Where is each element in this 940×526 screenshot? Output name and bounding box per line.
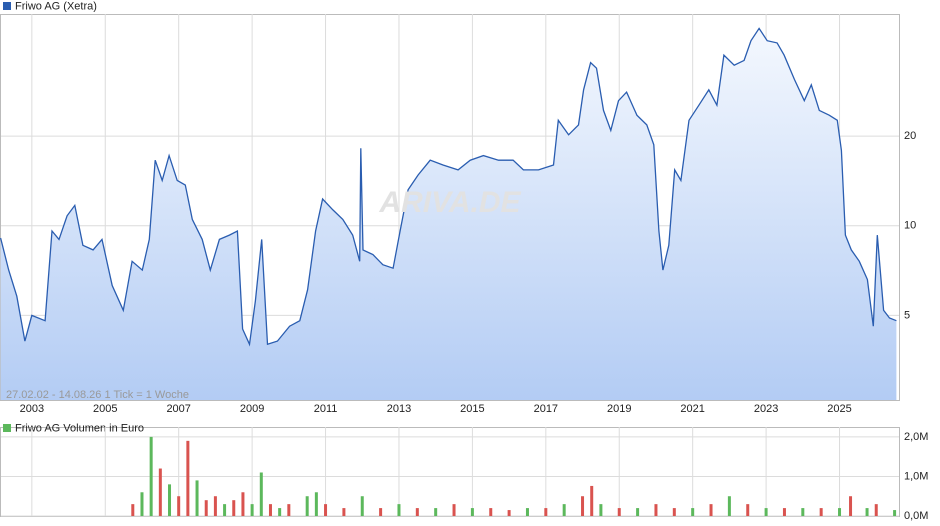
- volume-bar: [186, 440, 190, 516]
- volume-bar: [672, 508, 676, 516]
- volume-bar: [131, 504, 135, 516]
- volume-bar: [434, 508, 438, 516]
- volume-bar: [213, 496, 217, 516]
- volume-bar: [636, 508, 640, 516]
- volume-bar: [204, 500, 208, 516]
- x-tick-label: 2015: [460, 403, 484, 415]
- y-tick-label: 5: [904, 309, 910, 321]
- volume-bar: [342, 508, 346, 516]
- volume-bar: [379, 508, 383, 516]
- volume-bar: [195, 480, 199, 516]
- x-tick-label: 2011: [314, 403, 338, 415]
- volume-bar: [314, 492, 318, 516]
- volume-bar: [507, 510, 511, 516]
- volume-bar: [764, 508, 768, 516]
- volume-bar: [452, 504, 456, 516]
- volume-frame: [0, 427, 900, 517]
- x-tick-label: 2005: [93, 403, 117, 415]
- y-tick-label: 20: [904, 130, 916, 142]
- y-tick-label: 0,0M: [904, 510, 928, 522]
- volume-bar: [168, 484, 172, 516]
- volume-bar: [709, 504, 713, 516]
- x-tick-label: 2013: [387, 403, 411, 415]
- volume-bar: [278, 508, 282, 516]
- volume-bar: [819, 508, 823, 516]
- volume-bar: [865, 508, 869, 516]
- volume-bar: [599, 504, 603, 516]
- volume-bar: [177, 496, 181, 516]
- price-area: [0, 28, 897, 401]
- y-tick-label: 10: [904, 220, 916, 232]
- volume-bar: [801, 508, 805, 516]
- volume-bar: [617, 508, 621, 516]
- volume-bar: [581, 496, 585, 516]
- legend-label: Friwo AG (Xetra): [15, 0, 97, 12]
- volume-bar: [544, 508, 548, 516]
- volume-bar: [223, 504, 227, 516]
- volume-bar: [415, 508, 419, 516]
- x-tick-label: 2019: [607, 403, 631, 415]
- volume-bar: [259, 472, 263, 516]
- volume-bar: [250, 504, 254, 516]
- volume-bar: [397, 504, 401, 516]
- y-tick-label: 2,0M: [904, 431, 928, 443]
- volume-bar: [489, 508, 493, 516]
- price-frame: [0, 14, 900, 401]
- legend-label: Friwo AG Volumen in Euro: [15, 422, 144, 434]
- volume-bar: [287, 504, 291, 516]
- watermark: ARIVA.DE: [378, 186, 521, 219]
- volume-bar: [874, 504, 878, 516]
- volume-bar: [140, 492, 144, 516]
- volume-bar: [691, 508, 695, 516]
- volume-bar: [360, 496, 364, 516]
- volume-bar: [782, 508, 786, 516]
- volume-bar: [324, 504, 328, 516]
- volume-bar: [268, 504, 272, 516]
- y-tick-label: 1,0M: [904, 470, 928, 482]
- price-line: [0, 27, 897, 347]
- annotation: 27.02.02 - 14.08.26 1 Tick = 1 Woche: [6, 389, 189, 401]
- volume-bar: [590, 485, 594, 516]
- legend-swatch: [3, 2, 11, 10]
- volume-bar: [746, 504, 750, 516]
- x-tick-label: 2021: [680, 403, 704, 415]
- volume-bar: [149, 436, 153, 516]
- volume-bar: [241, 492, 245, 516]
- x-tick-label: 2007: [166, 403, 190, 415]
- volume-bar: [727, 496, 731, 516]
- volume-bar: [158, 468, 162, 516]
- volume-bar: [232, 500, 236, 516]
- volume-bar: [305, 496, 309, 516]
- volume-bar: [562, 504, 566, 516]
- volume-bar: [849, 496, 853, 516]
- legend-swatch: [3, 424, 11, 432]
- x-tick-label: 2023: [754, 403, 778, 415]
- x-tick-label: 2003: [20, 403, 44, 415]
- volume-bar: [893, 510, 897, 516]
- x-tick-label: 2025: [827, 403, 851, 415]
- volume-bar: [470, 508, 474, 516]
- x-tick-label: 2017: [534, 403, 558, 415]
- x-tick-label: 2009: [240, 403, 264, 415]
- volume-bar: [654, 504, 658, 516]
- volume-bar: [838, 508, 842, 516]
- volume-bar: [525, 508, 529, 516]
